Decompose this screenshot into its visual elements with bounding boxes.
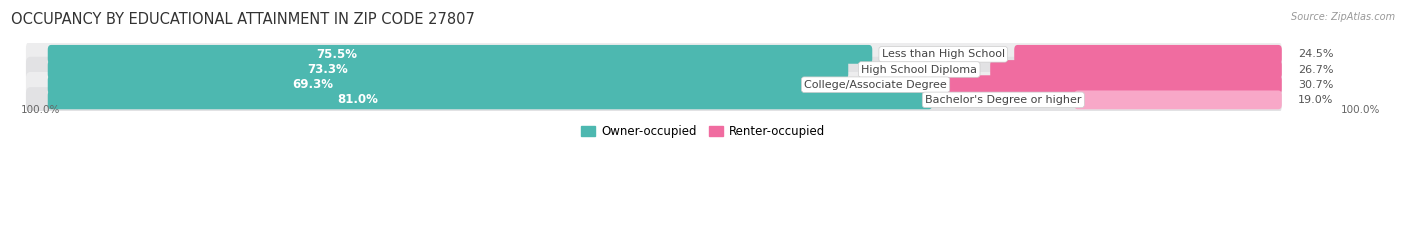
Text: 81.0%: 81.0% [337, 93, 378, 106]
Text: High School Diploma: High School Diploma [862, 65, 977, 75]
Text: 73.3%: 73.3% [308, 63, 349, 76]
FancyBboxPatch shape [1074, 90, 1282, 109]
Text: 100.0%: 100.0% [21, 105, 60, 115]
FancyBboxPatch shape [1014, 45, 1282, 64]
Text: 100.0%: 100.0% [1341, 105, 1381, 115]
Text: OCCUPANCY BY EDUCATIONAL ATTAINMENT IN ZIP CODE 27807: OCCUPANCY BY EDUCATIONAL ATTAINMENT IN Z… [11, 12, 475, 27]
Text: Source: ZipAtlas.com: Source: ZipAtlas.com [1291, 12, 1395, 22]
Text: Bachelor's Degree or higher: Bachelor's Degree or higher [925, 95, 1081, 105]
Text: 69.3%: 69.3% [292, 78, 333, 91]
Text: 75.5%: 75.5% [316, 48, 357, 61]
FancyBboxPatch shape [25, 72, 1282, 97]
Text: College/Associate Degree: College/Associate Degree [804, 80, 946, 90]
Text: Less than High School: Less than High School [882, 49, 1005, 59]
FancyBboxPatch shape [48, 75, 804, 94]
FancyBboxPatch shape [25, 57, 1282, 82]
FancyBboxPatch shape [48, 90, 932, 109]
Text: 26.7%: 26.7% [1298, 65, 1334, 75]
FancyBboxPatch shape [48, 45, 872, 64]
FancyBboxPatch shape [25, 87, 1282, 113]
Text: 19.0%: 19.0% [1298, 95, 1333, 105]
FancyBboxPatch shape [48, 60, 848, 79]
Text: 24.5%: 24.5% [1298, 49, 1334, 59]
FancyBboxPatch shape [946, 75, 1282, 94]
Legend: Owner-occupied, Renter-occupied: Owner-occupied, Renter-occupied [576, 120, 830, 143]
FancyBboxPatch shape [25, 42, 1282, 67]
FancyBboxPatch shape [990, 60, 1282, 79]
Text: 30.7%: 30.7% [1298, 80, 1333, 90]
